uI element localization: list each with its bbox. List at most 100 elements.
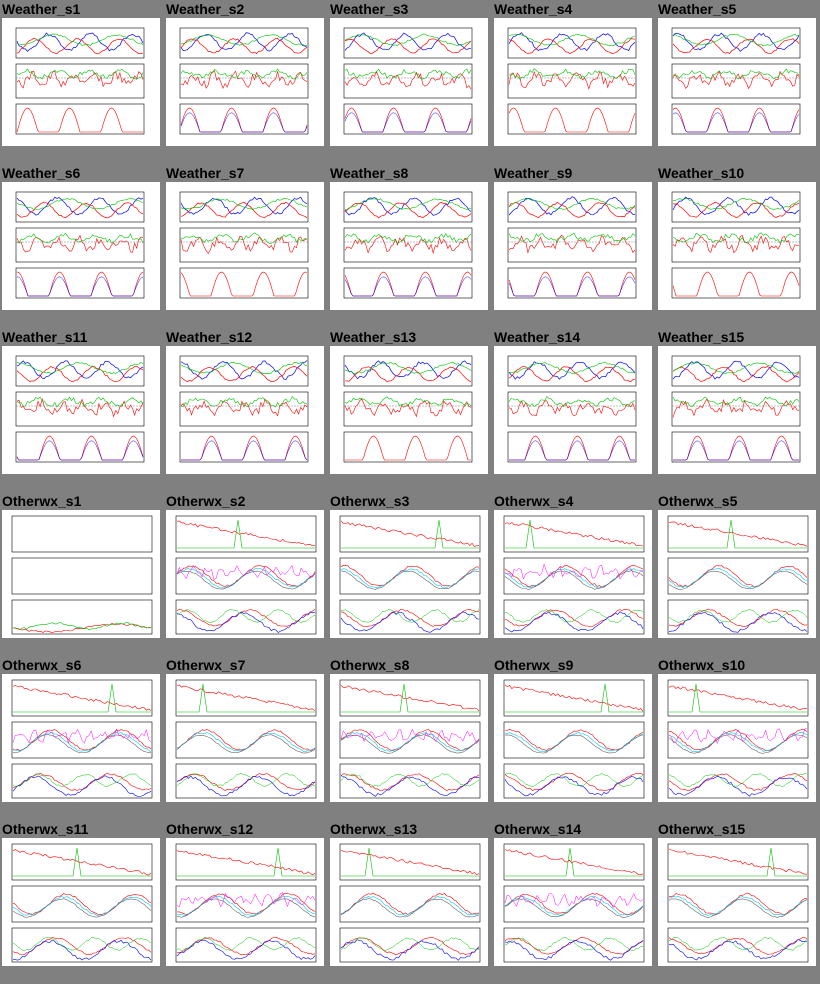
thumbnail-cell[interactable]: Weather_s9 bbox=[492, 164, 652, 328]
red-series-line bbox=[668, 773, 808, 791]
thumbnail-cell[interactable]: Otherwx_s1 bbox=[0, 492, 160, 656]
thumbnail-cell[interactable]: Otherwx_s15 bbox=[656, 820, 816, 984]
thumbnail-plot[interactable] bbox=[494, 346, 652, 474]
thumbnail-plot[interactable] bbox=[658, 346, 816, 474]
thumbnail-cell[interactable]: Otherwx_s8 bbox=[328, 656, 488, 820]
red-series-line bbox=[340, 849, 480, 875]
red-series-line bbox=[504, 849, 644, 875]
thumbnail-plot[interactable] bbox=[658, 510, 816, 638]
thumbnail-plot[interactable] bbox=[166, 510, 324, 638]
thumbnail-cell[interactable]: Weather_s2 bbox=[164, 0, 324, 164]
green-series-line bbox=[508, 68, 636, 80]
thumbnail-title: Otherwx_s14 bbox=[494, 821, 582, 837]
thumbnail-cell[interactable]: Weather_s1 bbox=[0, 0, 160, 164]
cyan-series-line bbox=[340, 568, 480, 589]
thumbnail-title: Otherwx_s13 bbox=[330, 821, 418, 837]
thumbnail-cell[interactable]: Weather_s8 bbox=[328, 164, 488, 328]
humidity-panel bbox=[11, 721, 153, 759]
green-series-line bbox=[668, 773, 808, 788]
wind-panel bbox=[507, 227, 637, 263]
cyan-series-line bbox=[12, 732, 152, 752]
green-series-line bbox=[669, 519, 807, 549]
precipitation-panel bbox=[11, 515, 153, 553]
soil-panel bbox=[11, 599, 153, 635]
thumbnail-cell[interactable]: Weather_s6 bbox=[0, 164, 160, 328]
temperature-panel bbox=[15, 191, 145, 223]
thumbnail-plot[interactable] bbox=[658, 674, 816, 802]
thumbnail-cell[interactable]: Weather_s7 bbox=[164, 164, 324, 328]
thumbnail-cell[interactable]: Weather_s3 bbox=[328, 0, 488, 164]
plot-background bbox=[330, 674, 488, 802]
thumbnail-plot[interactable] bbox=[2, 18, 160, 146]
blue-series-line bbox=[508, 361, 636, 380]
thumbnail-cell[interactable]: Weather_s15 bbox=[656, 328, 816, 492]
red-series-line bbox=[12, 893, 152, 916]
red-series-line bbox=[12, 685, 152, 711]
thumbnail-cell[interactable]: Weather_s10 bbox=[656, 164, 816, 328]
green-series-line bbox=[177, 683, 315, 713]
magenta-series-line bbox=[504, 563, 644, 580]
thumbnail-cell[interactable]: Otherwx_s14 bbox=[492, 820, 652, 984]
cyan-series-line bbox=[668, 567, 808, 589]
thumbnail-cell[interactable]: Weather_s4 bbox=[492, 0, 652, 164]
soil-panel bbox=[339, 763, 481, 799]
plot-background bbox=[658, 838, 816, 966]
red-series-line bbox=[508, 70, 636, 90]
thumbnail-plot[interactable] bbox=[494, 18, 652, 146]
thumbnail-plot[interactable] bbox=[330, 838, 488, 966]
thumbnail-plot[interactable] bbox=[166, 346, 324, 474]
green-series-line bbox=[672, 68, 800, 80]
thumbnail-plot[interactable] bbox=[166, 18, 324, 146]
thumbnail-plot[interactable] bbox=[2, 838, 160, 966]
thumbnail-plot[interactable] bbox=[330, 510, 488, 638]
thumbnail-cell[interactable]: Otherwx_s7 bbox=[164, 656, 324, 820]
thumbnail-title: Weather_s4 bbox=[494, 1, 573, 17]
thumbnail-cell[interactable]: Otherwx_s4 bbox=[492, 492, 652, 656]
thumbnail-cell[interactable]: Weather_s12 bbox=[164, 328, 324, 492]
thumbnail-title: Otherwx_s4 bbox=[494, 493, 574, 509]
red-series-line bbox=[180, 271, 308, 297]
thumbnail-plot[interactable] bbox=[494, 674, 652, 802]
thumbnail-plot[interactable] bbox=[330, 182, 488, 310]
thumbnail-cell[interactable]: Otherwx_s9 bbox=[492, 656, 652, 820]
thumbnail-title: Weather_s5 bbox=[658, 1, 737, 17]
thumbnail-cell[interactable]: Weather_s11 bbox=[0, 328, 160, 492]
thumbnail-cell[interactable]: Weather_s14 bbox=[492, 328, 652, 492]
thumbnail-cell[interactable]: Otherwx_s13 bbox=[328, 820, 488, 984]
thumbnail-plot[interactable] bbox=[2, 674, 160, 802]
thumbnail-plot[interactable] bbox=[658, 18, 816, 146]
thumbnail-plot[interactable] bbox=[494, 182, 652, 310]
wind-panel bbox=[179, 227, 309, 263]
thumbnail-plot[interactable] bbox=[166, 182, 324, 310]
thumbnail-plot[interactable] bbox=[2, 346, 160, 474]
thumbnail-plot[interactable] bbox=[494, 838, 652, 966]
thumbnail-plot[interactable] bbox=[658, 838, 816, 966]
thumbnail-plot[interactable] bbox=[330, 346, 488, 474]
thumbnail-plot[interactable] bbox=[330, 18, 488, 146]
thumbnail-cell[interactable]: Otherwx_s2 bbox=[164, 492, 324, 656]
thumbnail-plot[interactable] bbox=[494, 510, 652, 638]
cyan-series-line bbox=[504, 895, 644, 916]
soil-panel bbox=[503, 599, 645, 635]
red-series-line bbox=[176, 565, 316, 588]
green-series-line bbox=[341, 519, 479, 549]
thumbnail-plot[interactable] bbox=[166, 674, 324, 802]
thumbnail-title: Otherwx_s11 bbox=[2, 821, 89, 837]
thumbnail-plot[interactable] bbox=[166, 838, 324, 966]
thumbnail-cell[interactable]: Weather_s5 bbox=[656, 0, 816, 164]
red-series-line bbox=[508, 234, 636, 254]
humidity-panel bbox=[175, 885, 317, 923]
thumbnail-cell[interactable]: Weather_s13 bbox=[328, 328, 488, 492]
thumbnail-cell[interactable]: Otherwx_s12 bbox=[164, 820, 324, 984]
thumbnail-cell[interactable]: Otherwx_s11 bbox=[0, 820, 160, 984]
thumbnail-cell[interactable]: Otherwx_s10 bbox=[656, 656, 816, 820]
green-series-line bbox=[16, 33, 144, 46]
gray-series-line bbox=[340, 898, 480, 918]
thumbnail-cell[interactable]: Otherwx_s3 bbox=[328, 492, 488, 656]
thumbnail-plot[interactable] bbox=[330, 674, 488, 802]
thumbnail-cell[interactable]: Otherwx_s5 bbox=[656, 492, 816, 656]
thumbnail-plot[interactable] bbox=[2, 510, 160, 638]
thumbnail-plot[interactable] bbox=[658, 182, 816, 310]
thumbnail-cell[interactable]: Otherwx_s6 bbox=[0, 656, 160, 820]
thumbnail-plot[interactable] bbox=[2, 182, 160, 310]
